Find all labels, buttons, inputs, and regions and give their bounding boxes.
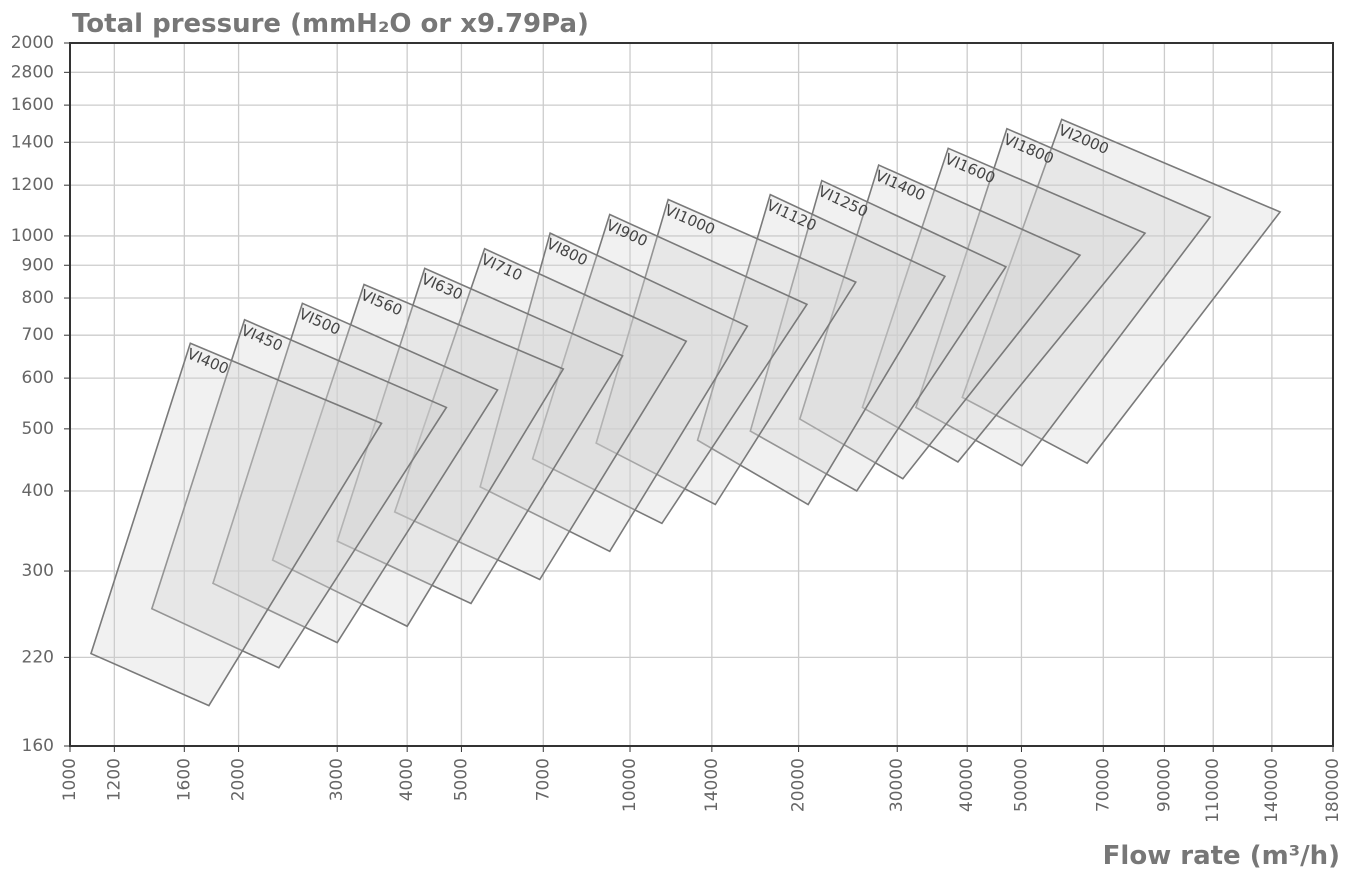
y-tick-label: 500 bbox=[22, 419, 54, 439]
fan-area bbox=[749, 179, 1008, 493]
y-axis-title: Total pressure (mmH₂O or x9.79Pa) bbox=[72, 9, 589, 39]
x-axis-title: Flow rate (m³/h) bbox=[1103, 841, 1340, 871]
fan-area bbox=[211, 302, 499, 644]
x-tick-label: 2000 bbox=[229, 758, 249, 801]
x-tick-label: 70000 bbox=[1093, 758, 1113, 812]
fan-area bbox=[479, 232, 749, 553]
x-tick-label: 140000 bbox=[1262, 758, 1282, 823]
x-tick-label: 14000 bbox=[702, 758, 722, 812]
fan-area bbox=[696, 193, 947, 506]
fan-area bbox=[336, 267, 624, 605]
y-tick-label: 2800 bbox=[11, 62, 54, 82]
y-tick-label: 600 bbox=[22, 368, 54, 388]
x-tick-label: 20000 bbox=[789, 758, 809, 812]
plot-frame bbox=[69, 42, 1334, 747]
fan-area bbox=[595, 198, 857, 506]
x-tick-label: 1200 bbox=[104, 758, 124, 801]
fan-area bbox=[914, 127, 1212, 467]
x-tick-label: 1000 bbox=[60, 758, 80, 801]
fan-area bbox=[150, 318, 448, 669]
fan-area bbox=[89, 342, 383, 707]
y-tick-label: 1400 bbox=[11, 132, 54, 152]
fan-area bbox=[271, 283, 565, 628]
fan-area bbox=[861, 147, 1147, 463]
y-tick-label: 1600 bbox=[11, 95, 54, 115]
y-tick-label: 400 bbox=[22, 481, 54, 501]
x-tick-label: 30000 bbox=[887, 758, 907, 812]
y-tick-label: 1000 bbox=[11, 226, 54, 246]
fan-area bbox=[961, 118, 1282, 465]
x-tick-label: 40000 bbox=[957, 758, 977, 812]
fan-area bbox=[393, 247, 688, 581]
y-tick-label: 2000 bbox=[11, 33, 54, 53]
x-tick-label: 4000 bbox=[397, 758, 417, 801]
y-tick-label: 800 bbox=[22, 288, 54, 308]
x-tick-label: 50000 bbox=[1011, 758, 1031, 812]
x-tick-label: 10000 bbox=[620, 758, 640, 812]
x-tick-label: 5000 bbox=[451, 758, 471, 801]
y-tick-label: 160 bbox=[22, 736, 54, 756]
x-tick-label: 1600 bbox=[174, 758, 194, 801]
y-tick-label: 1200 bbox=[11, 175, 54, 195]
x-tick-label: 90000 bbox=[1154, 758, 1174, 812]
y-tick-label: 220 bbox=[22, 647, 54, 667]
x-tick-label: 110000 bbox=[1203, 758, 1223, 823]
y-tick-label: 300 bbox=[22, 561, 54, 581]
x-tick-label: 3000 bbox=[327, 758, 347, 801]
y-tick-label: 900 bbox=[22, 255, 54, 275]
y-tick-label: 700 bbox=[22, 325, 54, 345]
x-tick-label: 7000 bbox=[533, 758, 553, 801]
x-tick-label: 180000 bbox=[1323, 758, 1343, 823]
